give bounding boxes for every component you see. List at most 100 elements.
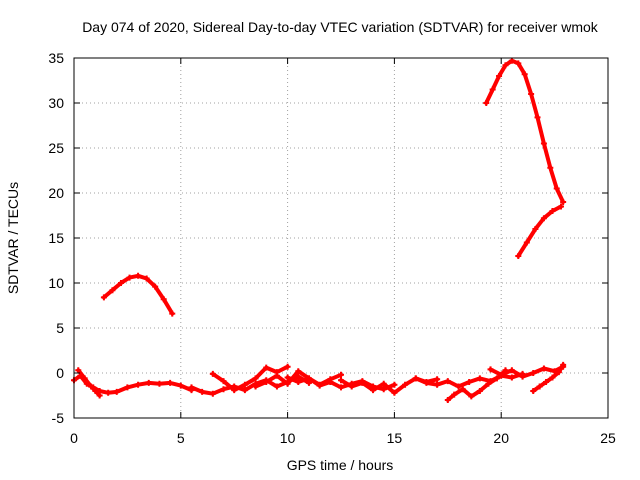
data-point [241, 381, 248, 388]
data-point [444, 397, 451, 403]
data-point [263, 379, 270, 385]
data-point [549, 208, 556, 214]
data-point [530, 388, 537, 394]
data-point [117, 280, 124, 286]
data-point [305, 375, 312, 382]
data-point [540, 365, 547, 372]
data-point [359, 379, 366, 386]
data-point [560, 199, 567, 205]
data-point [252, 375, 259, 382]
x-tick-label: 0 [70, 430, 78, 446]
data-point [263, 364, 270, 371]
data-point [295, 379, 302, 385]
data-point [485, 380, 492, 387]
series-arc-early-b [75, 367, 103, 399]
data-point [92, 388, 99, 394]
data-point [540, 215, 547, 222]
data-point [167, 379, 174, 386]
data-point [338, 377, 344, 384]
data-point [536, 383, 543, 390]
y-tick-label: 10 [48, 275, 64, 291]
series-arc-mid-b [209, 363, 291, 394]
data-point [451, 391, 458, 398]
data-point [391, 381, 398, 388]
data-point [487, 366, 494, 373]
data-point [220, 378, 227, 385]
series-arc-late-a [412, 370, 526, 390]
data-point [220, 386, 227, 393]
data-point [177, 382, 184, 389]
chart-title: Day 074 of 2020, Sidereal Day-to-day VTE… [82, 19, 599, 35]
data-point [124, 384, 131, 391]
data-point [113, 388, 120, 395]
data-point [380, 380, 387, 387]
y-tick-label: 5 [56, 320, 64, 336]
axis-ticks: 0 5 10 15 20 25 -5 0 5 10 15 20 25 30 35 [48, 50, 616, 446]
data-point [434, 376, 441, 383]
data-point [444, 378, 451, 385]
data-point [295, 368, 302, 375]
data-point [543, 379, 550, 385]
data-point [476, 388, 483, 394]
data-point [519, 373, 526, 380]
x-tick-label: 25 [600, 430, 616, 446]
data-point [508, 374, 515, 381]
data-point [523, 239, 530, 246]
data-point [145, 379, 152, 386]
data-point [553, 185, 560, 192]
y-tick-label: 30 [48, 95, 64, 111]
data-point [209, 390, 216, 397]
y-tick-label: 25 [48, 140, 64, 156]
x-tick-label: 15 [387, 430, 403, 446]
data-point [508, 367, 515, 374]
data-point [489, 86, 496, 93]
data-point [455, 383, 462, 390]
data-point [81, 375, 88, 382]
data-point [555, 369, 562, 376]
data-point [391, 389, 398, 396]
x-tick-label: 10 [280, 430, 296, 446]
data-point [284, 374, 291, 381]
data-point [468, 393, 475, 400]
data-point [515, 60, 522, 67]
data-point [88, 383, 95, 390]
data-point [498, 371, 505, 378]
data-point [169, 310, 176, 317]
data-point [534, 114, 541, 121]
data-point [540, 140, 547, 147]
data-point [156, 380, 163, 387]
data-point [530, 370, 537, 376]
data-point [135, 381, 142, 388]
data-point [316, 382, 323, 389]
data-point [493, 375, 500, 382]
x-tick-label: 20 [493, 430, 509, 446]
data-point [549, 374, 556, 381]
data-point [560, 361, 567, 368]
data-point [496, 73, 503, 79]
data-point [434, 381, 441, 388]
data-point [105, 389, 112, 396]
data-point [160, 296, 167, 303]
data-point [338, 384, 344, 391]
series-arc-late-c [487, 363, 567, 380]
data-point [231, 387, 238, 394]
data-point [96, 392, 103, 399]
data-series [71, 57, 567, 403]
data-point [143, 275, 150, 282]
data-point [135, 272, 142, 279]
data-point [109, 287, 116, 294]
data-point [327, 379, 334, 385]
x-axis-label: GPS time / hours [287, 457, 394, 473]
data-point [476, 375, 483, 382]
data-point [459, 386, 466, 393]
data-point [532, 226, 539, 232]
y-tick-label: 15 [48, 230, 64, 246]
data-point [100, 294, 107, 301]
series-arc-late-d [530, 361, 567, 394]
y-axis-label: SDTVAR / TECUs [5, 182, 21, 294]
data-point [412, 375, 419, 382]
data-point [402, 381, 409, 388]
data-point [199, 388, 206, 395]
